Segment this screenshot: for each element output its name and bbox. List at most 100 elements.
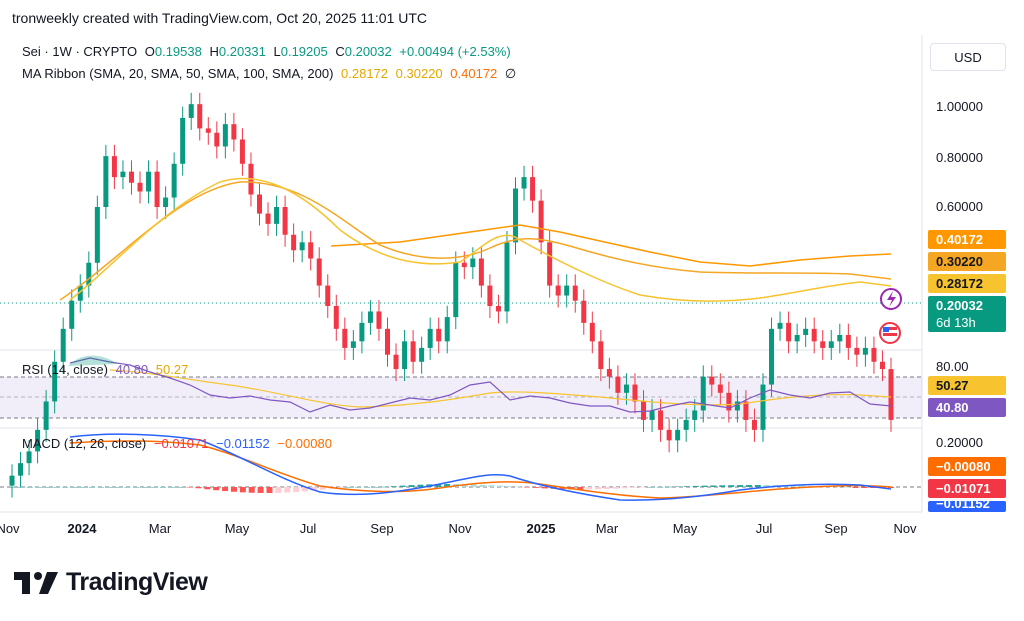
candle-body [171,163,177,198]
macd-histogram-bar [461,484,468,487]
candle-body [675,429,681,441]
candle-body [641,401,647,420]
candle-body [120,171,126,178]
candle-body [495,306,501,312]
macd-histogram-bar [479,484,486,487]
macd-histogram-bar [346,487,353,488]
time-axis-label: 2025 [526,521,556,536]
rsi-title: RSI (14, close) [22,362,108,377]
candle-body [43,401,49,430]
candle-body [700,376,706,411]
price-axis-label: 0.60000 [936,199,983,214]
candle-body [692,410,698,420]
flag-stripe [883,333,897,336]
sma100-line [330,224,892,267]
macd-histogram-bar [124,487,131,488]
macd-histogram-bar [515,486,522,488]
candle-body [547,242,553,286]
candle-body [316,258,322,286]
macd-histogram-bar [870,487,877,488]
macd-histogram-bar [541,487,548,489]
macd-histogram-bar [266,487,273,493]
ma-ribbon-legend: MA Ribbon (SMA, 20, SMA, 50, SMA, 100, S… [22,66,520,82]
candle-body [299,242,305,251]
candle-body [367,311,373,323]
macd-legend: MACD (12, 26, close) −0.01071 −0.01152 −… [22,436,336,451]
macd-histogram-bar [852,487,859,488]
macd-histogram-bar [763,485,770,487]
candle-body [538,200,544,243]
time-axis-label: May [224,521,250,536]
tradingview-logo-icon [14,571,58,594]
macd-histogram-bar [719,485,726,487]
ma50-value: 0.30220 [395,66,443,81]
candle-body [598,341,604,370]
macd-line-tag: −0.01152 [928,501,1006,512]
candle-body [359,322,365,342]
last-price-tag: 0.20032 [928,296,1006,315]
macd-histogram-bar [364,487,371,488]
candle-body [333,306,339,329]
tradingview-brand[interactable]: TradingView [14,568,208,597]
candle-body [86,262,92,286]
macd-signal-tag: −0.00080 [928,457,1006,476]
candle-body [606,369,612,377]
time-axis-label: Mar [148,521,172,536]
macd-histogram-bar [230,487,237,492]
symbol-label: Sei · 1W · CRYPTO [22,44,138,59]
ma200-value: ∅ [504,66,517,81]
macd-histogram-bar [168,487,175,488]
candle-body [683,419,689,430]
candle-body [222,124,228,147]
candle-body [265,213,271,224]
candle-body [581,300,587,323]
macd-histogram-bar [745,485,752,487]
candle-body [197,104,203,129]
macd-histogram-bar [35,487,42,488]
candle-body [632,384,638,402]
macd-histogram-bar [506,486,513,487]
sma50-line [59,181,892,301]
time-axis-label: Mar [595,521,619,536]
candle-body [564,285,570,296]
macd-histogram-bar [444,484,451,487]
candle-body [786,322,792,342]
macd-signal-line [69,440,892,499]
candle-body [734,401,740,411]
candle-body [384,328,390,355]
ma20-value: 0.28172 [341,66,389,81]
macd-histogram-bar [657,487,664,488]
macd-histogram-bar [603,487,610,490]
macd-histogram-bar [151,487,158,488]
candle-body [811,328,817,342]
time-axis-label: Nov [448,521,472,536]
macd-histogram-bar [257,487,264,493]
macd-histogram-bar [710,485,717,487]
candle-body [69,300,75,329]
macd-histogram-bar [408,485,415,487]
time-axis-label: Nov [893,521,917,536]
candle-body [743,401,749,420]
macd-histogram-bar [888,487,894,488]
candle-body [239,139,245,164]
rsi-value: 40.80 [115,362,149,377]
macd-histogram-bar [861,487,868,488]
candle-body [94,207,100,263]
low-value: 0.19205 [280,44,328,59]
ma50-price-tag: 0.30220 [928,252,1006,271]
candle-body [658,410,664,430]
candle-body [862,347,868,355]
macd-histogram-bar [612,487,619,489]
close-value: 0.20032 [344,44,392,59]
macd-histogram-bar [248,487,255,493]
chart-canvas[interactable] [0,35,1024,515]
macd-title: MACD (12, 26, close) [22,436,147,451]
candle-body [128,171,134,183]
macd-histogram-bar [843,486,850,488]
currency-button[interactable]: USD [930,43,1006,71]
macd-histogram-bar [586,487,593,490]
macd-histogram-bar [639,487,646,488]
macd-axis-label: 0.20000 [936,435,983,450]
macd-histogram-bar [213,487,220,491]
candle-body [726,392,732,411]
